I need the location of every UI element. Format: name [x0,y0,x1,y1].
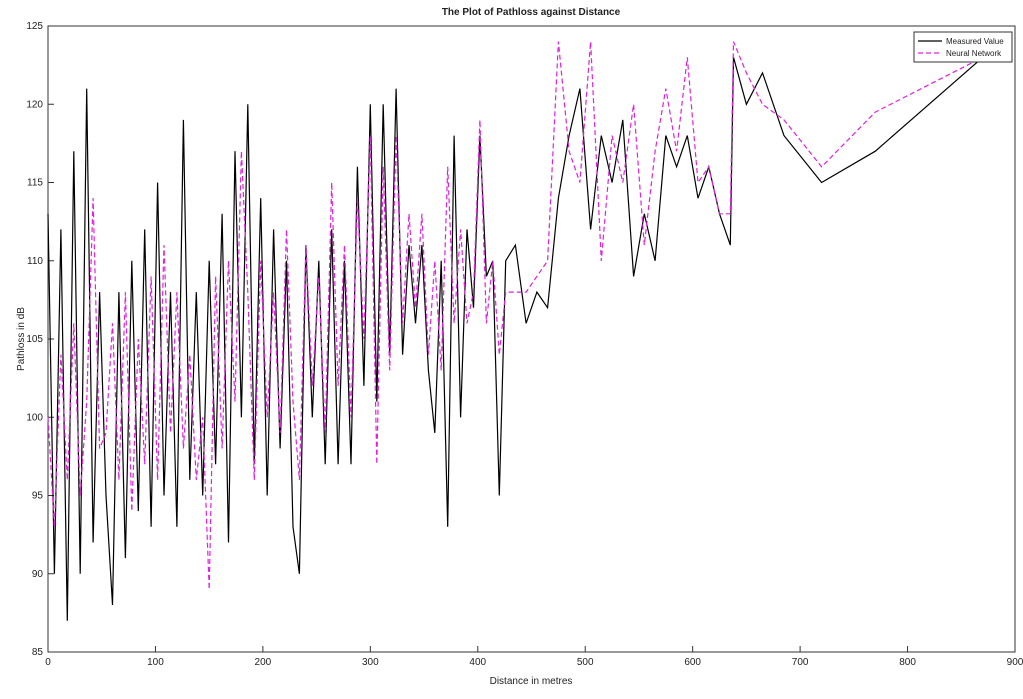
y-tick-label: 85 [32,647,44,658]
y-axis-label: Pathloss in dB [16,307,27,371]
x-tick-label: 700 [792,657,809,668]
y-tick-label: 115 [27,178,43,189]
y-tick-label: 105 [26,334,43,345]
legend-label: Measured Value [946,37,1004,46]
x-tick-label: 300 [362,657,379,668]
legend-box [913,31,1013,63]
x-tick-label: 900 [1007,657,1023,668]
y-tick-label: 110 [27,256,43,267]
y-tick-label: 125 [26,21,43,32]
y-tick-label: 90 [32,569,44,580]
series-line [47,41,984,590]
x-axis-label: Distance in metres [490,676,573,687]
x-tick-label: 800 [899,657,916,668]
x-tick-label: 0 [45,657,51,668]
x-tick-label: 100 [147,657,164,668]
x-tick-label: 500 [577,657,594,668]
y-tick-label: 100 [26,412,43,423]
plot-area [47,25,1016,653]
legend-label: Neural Network [946,49,1002,58]
y-tick-label: 120 [26,99,43,110]
y-tick-label: 95 [32,491,44,502]
x-tick-label: 600 [684,657,701,668]
x-tick-label: 200 [255,657,272,668]
x-tick-label: 400 [469,657,486,668]
chart-title: The Plot of Pathloss against Distance [442,7,621,18]
